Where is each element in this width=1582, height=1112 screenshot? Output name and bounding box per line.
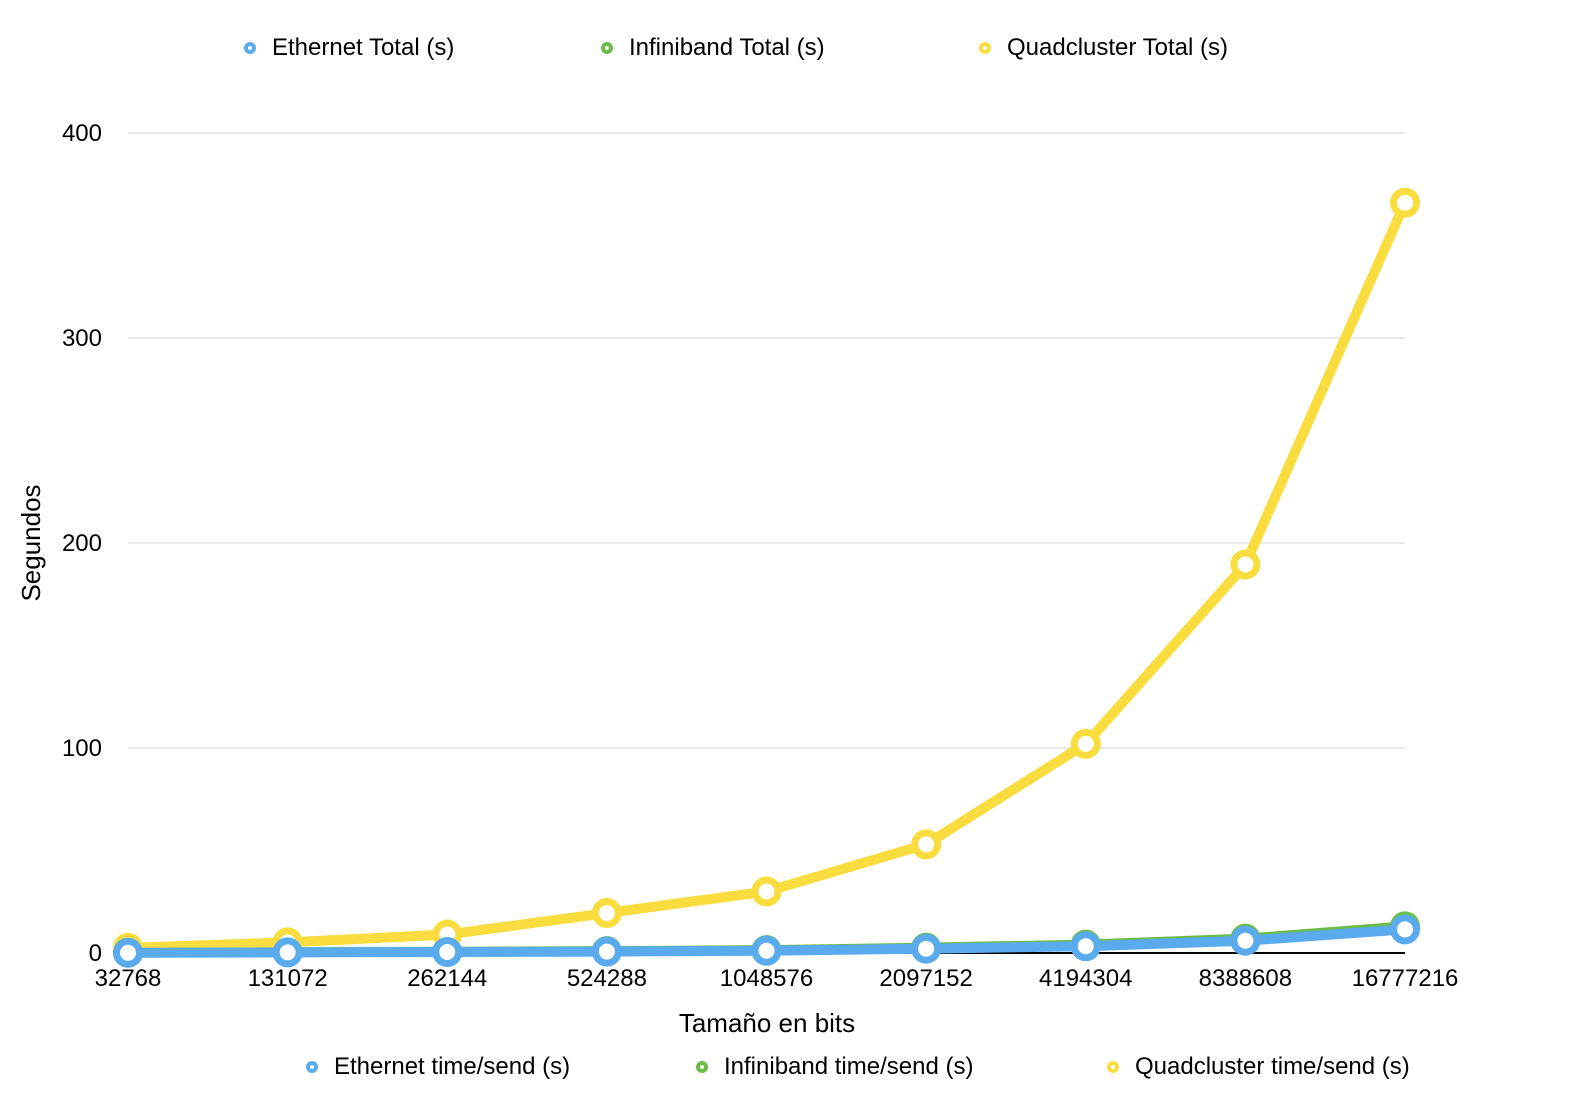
series-ethernet	[113, 914, 1420, 968]
x-tick-label: 131072	[248, 965, 328, 992]
data-point-center-ethernet	[1397, 921, 1413, 938]
x-tick-label: 2097152	[879, 965, 972, 992]
data-point-center-ethernet	[279, 944, 296, 961]
legend-marker-infiniband	[601, 42, 613, 54]
legend-item-ethernet-time-send[interactable]: Ethernet time/send (s)	[306, 1053, 570, 1081]
data-point-center-ethernet	[918, 940, 935, 957]
data-point-center-quadcluster	[1237, 556, 1254, 573]
data-point-center-ethernet	[1237, 932, 1254, 949]
data-point-center-quadcluster	[1077, 735, 1094, 752]
legend-marker-ethernet	[306, 1061, 318, 1073]
legend-marker-quadcluster	[1107, 1061, 1119, 1073]
y-tick-label: 0	[89, 940, 102, 967]
y-axis-label: Segundos	[16, 484, 46, 601]
y-tick-label: 200	[62, 530, 102, 557]
legend-label: Ethernet Total (s)	[272, 34, 455, 61]
x-axis-ticks: 32768 131072 262144 524288 1048576 2097152 419…	[95, 965, 1459, 992]
x-tick-label: 524288	[567, 965, 647, 992]
legend-label: Infiniband time/send (s)	[724, 1053, 974, 1080]
y-axis-ticks: 0 100 200 300 400	[62, 120, 102, 967]
legend-item-infiniband-total[interactable]: Infiniband Total (s)	[601, 34, 825, 62]
x-tick-label: 16777216	[1352, 965, 1459, 992]
legend-label: Quadcluster time/send (s)	[1135, 1053, 1410, 1080]
data-point-center-quadcluster	[1397, 194, 1413, 211]
y-tick-label: 100	[62, 735, 102, 762]
legend-item-quadcluster-total[interactable]: Quadcluster Total (s)	[979, 34, 1228, 62]
legend-marker-infiniband	[696, 1061, 708, 1073]
legend-label: Quadcluster Total (s)	[1007, 34, 1228, 61]
legend-item-infiniband-time-send[interactable]: Infiniband time/send (s)	[696, 1053, 973, 1081]
legend-top: Ethernet Total (s) Infiniband Total (s) …	[0, 34, 1582, 74]
data-point-center-quadcluster	[918, 836, 935, 853]
series-quadcluster	[113, 187, 1420, 963]
data-point-center-quadcluster	[598, 905, 615, 922]
legend-label: Ethernet time/send (s)	[334, 1053, 571, 1080]
x-tick-label: 1048576	[720, 965, 813, 992]
series-line-quadcluster	[123, 197, 1410, 953]
x-tick-label: 8388608	[1199, 965, 1292, 992]
legend-item-ethernet-total[interactable]: Ethernet Total (s)	[244, 34, 454, 62]
data-point-center-ethernet	[598, 943, 615, 960]
series-layer	[113, 187, 1420, 968]
y-tick-label: 300	[62, 325, 102, 352]
legend-item-quadcluster-time-send[interactable]: Quadcluster time/send (s)	[1107, 1053, 1410, 1081]
legend-bottom: Ethernet time/send (s) Infiniband time/s…	[0, 1053, 1582, 1093]
data-point-center-ethernet	[120, 944, 136, 961]
data-point-center-ethernet	[1077, 938, 1094, 955]
data-point-center-quadcluster	[758, 883, 775, 900]
data-point-center-ethernet	[758, 942, 775, 959]
data-point-center-ethernet	[439, 943, 456, 960]
x-tick-label: 262144	[407, 965, 487, 992]
x-axis-label: Tamaño en bits	[679, 1008, 855, 1038]
gridlines	[128, 132, 1405, 749]
legend-label: Infiniband Total (s)	[629, 34, 825, 61]
y-tick-label: 400	[62, 120, 102, 147]
legend-marker-quadcluster	[979, 42, 991, 54]
x-tick-label: 4194304	[1039, 965, 1132, 992]
x-tick-label: 32768	[95, 965, 162, 992]
legend-marker-ethernet	[244, 42, 256, 54]
